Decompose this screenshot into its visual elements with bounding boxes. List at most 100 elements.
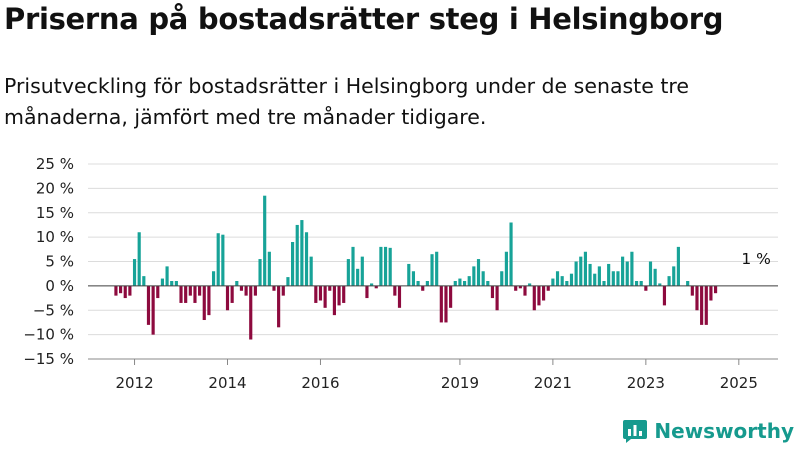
x-tick-label: 2023 <box>627 374 665 392</box>
bar <box>607 263 611 286</box>
bar <box>514 285 518 291</box>
bar <box>323 285 327 308</box>
bar <box>198 285 202 296</box>
newsworthy-logo-icon <box>623 420 648 443</box>
bar <box>690 285 694 296</box>
bar <box>695 285 699 311</box>
bar <box>258 259 262 286</box>
bar <box>337 285 341 306</box>
bar <box>435 251 439 286</box>
bar <box>137 232 141 286</box>
bar <box>481 271 485 286</box>
bar <box>314 285 318 303</box>
bar <box>221 234 225 286</box>
bar <box>653 268 657 286</box>
bar <box>211 271 216 286</box>
bar <box>300 220 304 286</box>
bar <box>379 246 383 286</box>
bar <box>713 285 718 294</box>
bar <box>476 259 481 286</box>
bar <box>425 281 429 286</box>
bar <box>114 285 118 296</box>
bar <box>616 271 620 286</box>
bar <box>416 281 420 286</box>
bar <box>244 285 248 296</box>
bar <box>170 281 174 286</box>
bar <box>230 285 234 303</box>
bar <box>518 285 522 289</box>
bar <box>332 285 336 316</box>
bar <box>407 263 411 286</box>
y-tick-label: 0 % <box>45 277 74 295</box>
bar <box>560 276 564 286</box>
bar <box>365 285 369 299</box>
bar <box>667 276 671 286</box>
bar <box>504 251 508 286</box>
bars <box>114 195 718 340</box>
x-tick-label: 2021 <box>534 374 572 392</box>
bar <box>672 266 676 286</box>
bar <box>128 285 132 296</box>
bar <box>165 266 169 286</box>
bar <box>542 285 546 301</box>
bar <box>593 273 597 286</box>
bar <box>458 278 462 286</box>
bar <box>449 285 453 308</box>
bar <box>630 251 634 286</box>
y-tick-label: 5 % <box>45 253 74 271</box>
bar <box>346 259 350 286</box>
bar <box>151 285 155 335</box>
bar <box>249 285 253 340</box>
bar <box>444 285 448 323</box>
bar <box>597 266 601 286</box>
bar <box>179 285 183 303</box>
bar <box>700 285 704 325</box>
bar <box>388 247 392 286</box>
bar <box>709 285 713 301</box>
bar <box>132 259 137 286</box>
bar <box>467 276 471 286</box>
x-tick-label: 2025 <box>720 374 758 392</box>
bar <box>537 285 541 306</box>
bar <box>602 281 606 286</box>
bar <box>277 285 281 328</box>
bar <box>648 261 653 286</box>
bar <box>528 283 532 286</box>
bar <box>611 271 615 286</box>
bar <box>583 251 587 286</box>
bar <box>500 271 504 286</box>
page-subtitle: Prisutveckling för bostadsrätter i Helsi… <box>4 74 689 129</box>
page-title: Priserna på bostadsrätter steg i Helsing… <box>4 2 724 36</box>
bar <box>555 271 560 286</box>
bar <box>676 246 680 286</box>
bar <box>509 222 513 286</box>
bar <box>383 246 388 286</box>
bar <box>439 285 443 323</box>
bar <box>286 277 290 286</box>
bar <box>309 256 313 286</box>
bar <box>304 232 309 286</box>
bar <box>397 285 402 308</box>
bar <box>686 281 690 286</box>
x-tick-label: 2014 <box>208 374 246 392</box>
bar <box>495 285 499 311</box>
bar <box>546 285 550 291</box>
bar <box>263 195 267 286</box>
y-tick-label: 25 % <box>36 155 74 173</box>
bar <box>532 285 536 311</box>
y-axis-ticks: 25 % 20 % 15 % 10 % 5 % 0 % −5 % −10 % −15 % <box>23 155 74 368</box>
y-tick-label: 15 % <box>36 204 74 222</box>
bar <box>658 283 662 286</box>
bar <box>662 285 667 306</box>
bar <box>579 256 583 286</box>
bar <box>225 285 230 311</box>
bar <box>295 224 299 286</box>
bar <box>123 285 127 299</box>
bar <box>142 276 146 286</box>
bar <box>565 281 569 286</box>
annotations: 1 % <box>741 250 771 268</box>
bar <box>393 285 397 296</box>
bar <box>370 283 374 286</box>
x-tick-label: 2019 <box>441 374 479 392</box>
